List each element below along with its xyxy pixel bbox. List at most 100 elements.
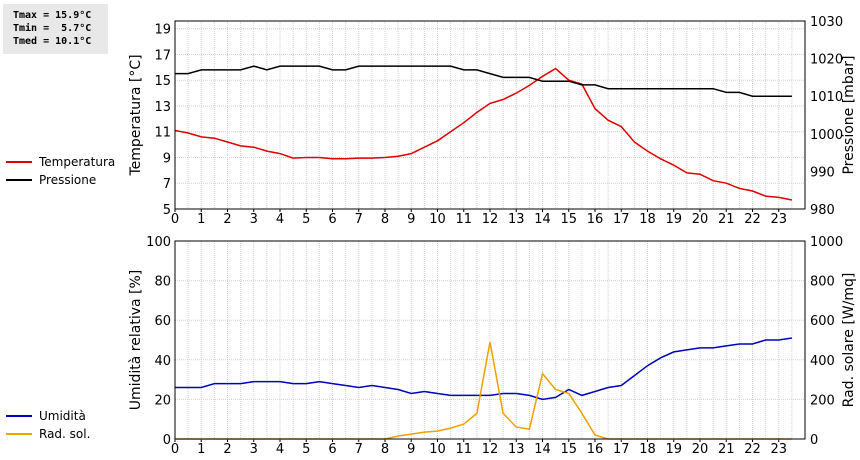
x-tick-label: 16 xyxy=(587,442,604,457)
y-tick-label-left: 9 xyxy=(163,151,171,166)
y-axis-label-right: Pressione [mbar] xyxy=(841,55,857,174)
legend-item-umidita: Umidità xyxy=(6,407,90,425)
y-tick-label-right: 1000 xyxy=(810,235,843,250)
y-tick-label-right: 600 xyxy=(810,314,835,329)
legend-swatch-red xyxy=(6,161,32,163)
y-tick-label-left: 40 xyxy=(154,354,171,369)
y-tick-label-right: 1030 xyxy=(810,15,843,30)
x-tick-label: 13 xyxy=(508,442,525,457)
x-tick-label: 17 xyxy=(613,212,630,227)
x-tick-label: 4 xyxy=(276,212,284,227)
x-tick-label: 14 xyxy=(534,442,551,457)
x-tick-label: 20 xyxy=(692,442,709,457)
x-tick-label: 13 xyxy=(508,212,525,227)
x-tick-label: 10 xyxy=(429,212,446,227)
x-tick-label: 23 xyxy=(770,212,787,227)
legend-swatch-black xyxy=(6,179,32,181)
y-tick-label-left: 13 xyxy=(154,100,171,115)
y-tick-label-right: 1000 xyxy=(810,128,843,143)
y-tick-label-left: 60 xyxy=(154,314,171,329)
series-line-umidit- xyxy=(175,337,793,401)
series-line-temperatura xyxy=(174,67,793,201)
x-tick-label: 6 xyxy=(328,442,336,457)
x-tick-label: 9 xyxy=(407,212,415,227)
y-tick-label-left: 5 xyxy=(163,203,171,218)
y-tick-label-left: 15 xyxy=(154,74,171,89)
x-tick-label: 22 xyxy=(744,442,761,457)
x-tick-label: 18 xyxy=(639,212,656,227)
y-tick-label-right: 1010 xyxy=(810,90,843,105)
x-tick-label: 21 xyxy=(718,212,735,227)
x-tick-label: 17 xyxy=(613,442,630,457)
y-axis-label-left: Umidità relativa [%] xyxy=(128,270,144,411)
legend-label: Pressione xyxy=(39,173,97,187)
legend-swatch-blue xyxy=(6,415,32,417)
legend-item-rad-sol: Rad. sol. xyxy=(6,425,90,443)
x-tick-label: 16 xyxy=(587,212,604,227)
legend-label: Temperatura xyxy=(39,155,116,169)
x-tick-label: 0 xyxy=(171,442,179,457)
x-tick-label: 3 xyxy=(250,442,258,457)
x-tick-label: 3 xyxy=(250,212,258,227)
y-axis-label-right: Rad. solare [W/mq] xyxy=(841,273,857,408)
legend-top: Temperatura Pressione xyxy=(6,153,115,189)
y-tick-label-left: 100 xyxy=(146,235,171,250)
x-tick-label: 8 xyxy=(381,442,389,457)
x-tick-label: 9 xyxy=(407,442,415,457)
y-tick-label-left: 19 xyxy=(154,23,171,38)
legend-item-pressione: Pressione xyxy=(6,171,115,189)
series-line-pressione xyxy=(175,65,792,97)
x-tick-label: 2 xyxy=(223,442,231,457)
x-tick-label: 19 xyxy=(665,442,682,457)
plot-frame xyxy=(174,20,806,210)
y-tick-label-left: 80 xyxy=(154,275,171,290)
x-tick-label: 8 xyxy=(381,212,389,227)
x-tick-label: 23 xyxy=(770,442,787,457)
tmax-stat: Tmax = 15.9°C xyxy=(13,10,92,21)
tmin-stat: Tmin = 5.7°C xyxy=(13,23,92,34)
legend-item-temperatura: Temperatura xyxy=(6,153,115,171)
plot-frame xyxy=(174,240,806,440)
x-tick-label: 15 xyxy=(560,442,577,457)
x-tick-label: 12 xyxy=(482,212,499,227)
y-tick-label-right: 200 xyxy=(810,393,835,408)
x-tick-label: 11 xyxy=(455,212,472,227)
y-tick-label-left: 0 xyxy=(163,433,171,448)
stats-box: Tmax = 15.9°C Tmin = 5.7°C Tmed = 10.1°C xyxy=(3,4,108,54)
legend-label: Umidità xyxy=(39,409,86,423)
x-tick-label: 15 xyxy=(560,212,577,227)
x-tick-label: 14 xyxy=(534,212,551,227)
x-tick-label: 4 xyxy=(276,442,284,457)
x-tick-label: 12 xyxy=(482,442,499,457)
x-tick-label: 0 xyxy=(171,212,179,227)
x-tick-label: 1 xyxy=(197,442,205,457)
y-tick-label-left: 17 xyxy=(154,48,171,63)
y-tick-label-right: 980 xyxy=(810,203,835,218)
x-tick-label: 6 xyxy=(328,212,336,227)
y-tick-label-right: 1020 xyxy=(810,53,843,68)
x-tick-label: 5 xyxy=(302,442,310,457)
legend-label: Rad. sol. xyxy=(39,427,91,441)
x-tick-label: 18 xyxy=(639,442,656,457)
y-tick-label-right: 990 xyxy=(810,165,835,180)
y-tick-label-left: 20 xyxy=(154,393,171,408)
tmed-stat: Tmed = 10.1°C xyxy=(13,36,92,47)
y-tick-label-right: 400 xyxy=(810,354,835,369)
x-tick-label: 2 xyxy=(223,212,231,227)
x-tick-label: 10 xyxy=(429,442,446,457)
y-tick-label-right: 0 xyxy=(810,433,818,448)
x-tick-label: 7 xyxy=(355,212,363,227)
legend-bottom: Umidità Rad. sol. xyxy=(6,407,90,443)
legend-swatch-orange xyxy=(6,433,32,435)
x-tick-label: 7 xyxy=(355,442,363,457)
x-tick-label: 11 xyxy=(455,442,472,457)
x-tick-label: 5 xyxy=(302,212,310,227)
series-line-rad-sol- xyxy=(175,341,792,440)
y-tick-label-left: 7 xyxy=(163,177,171,192)
x-tick-label: 19 xyxy=(665,212,682,227)
x-tick-label: 20 xyxy=(692,212,709,227)
x-tick-label: 21 xyxy=(718,442,735,457)
y-axis-label-left: Temperatura [°C] xyxy=(128,54,144,176)
x-tick-label: 22 xyxy=(744,212,761,227)
